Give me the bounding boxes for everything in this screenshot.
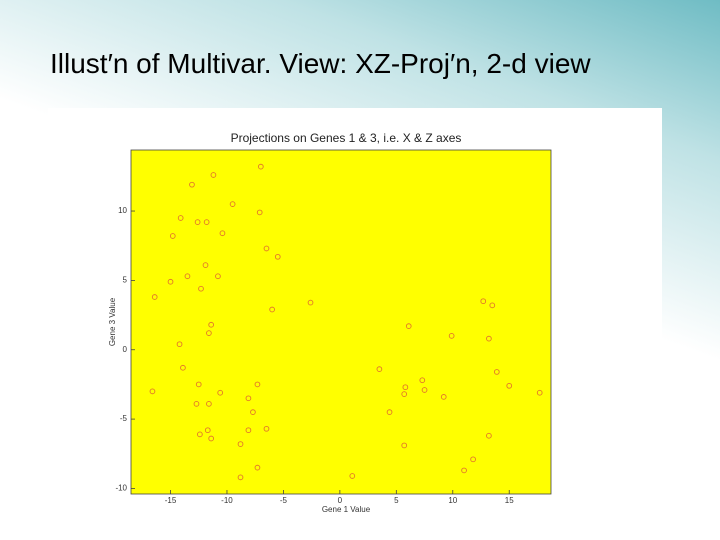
point [195, 381, 202, 388]
chart-title: Projections on Genes 1 & 3, i.e. X & Z a… [231, 131, 462, 145]
point [206, 400, 212, 407]
y-tick-label: 5 [123, 275, 128, 284]
point [536, 389, 543, 396]
point [219, 230, 226, 237]
point [421, 387, 428, 393]
point [405, 323, 412, 330]
point [470, 456, 476, 463]
point [184, 273, 191, 280]
point [419, 377, 426, 384]
point [203, 219, 210, 225]
point [489, 302, 496, 309]
point [493, 369, 500, 375]
point [197, 431, 203, 438]
point [257, 163, 264, 170]
x-tick-label: -15 [165, 496, 177, 505]
point [237, 474, 244, 481]
point [151, 294, 158, 300]
slide-title: Illust′n of Multivar. View: XZ-Proj′n, 2… [50, 48, 591, 79]
point [210, 172, 217, 178]
point [202, 262, 209, 268]
x-tick-label: 0 [338, 496, 343, 505]
point [401, 391, 408, 397]
point [486, 432, 492, 439]
point [206, 330, 212, 336]
point [254, 381, 261, 388]
point [194, 219, 201, 225]
point [149, 388, 156, 395]
y-axis-label: Gene 3 Value [108, 297, 117, 346]
point [189, 181, 195, 188]
y-tick-label: 0 [123, 345, 128, 354]
point [250, 409, 256, 416]
x-tick-label: 5 [394, 496, 399, 505]
x-tick-label: -5 [280, 496, 288, 505]
point [229, 201, 236, 207]
point [263, 425, 270, 432]
point [169, 233, 176, 239]
point [237, 441, 244, 447]
y-tick-label: -5 [120, 414, 128, 423]
point [180, 364, 186, 371]
y-tick-label: 10 [118, 206, 127, 215]
point [263, 245, 270, 252]
point [349, 473, 356, 479]
point [217, 389, 224, 396]
point [245, 395, 252, 402]
point [386, 409, 393, 416]
point [401, 442, 408, 449]
point [245, 427, 252, 434]
point [402, 384, 409, 391]
point [376, 366, 383, 373]
point [448, 333, 455, 339]
y-tick-label: -10 [115, 484, 127, 493]
point [461, 467, 467, 474]
point [198, 285, 204, 292]
point [254, 464, 261, 471]
point [208, 435, 215, 442]
x-axis-label: Gene 1 Value [322, 505, 371, 514]
point [506, 382, 513, 389]
point [176, 341, 183, 348]
point [167, 278, 174, 285]
point [208, 321, 215, 328]
point [177, 215, 184, 221]
point [480, 298, 487, 305]
point [215, 273, 221, 280]
point [269, 306, 275, 313]
plot-area [130, 149, 552, 495]
x-tick-label: 15 [505, 496, 514, 505]
x-tick-label: -10 [221, 496, 233, 505]
point [440, 394, 447, 400]
point [193, 400, 200, 407]
point [307, 299, 314, 306]
point [256, 209, 263, 216]
point [274, 253, 281, 260]
point [486, 335, 492, 342]
point [204, 427, 211, 434]
x-tick-label: 10 [448, 496, 457, 505]
